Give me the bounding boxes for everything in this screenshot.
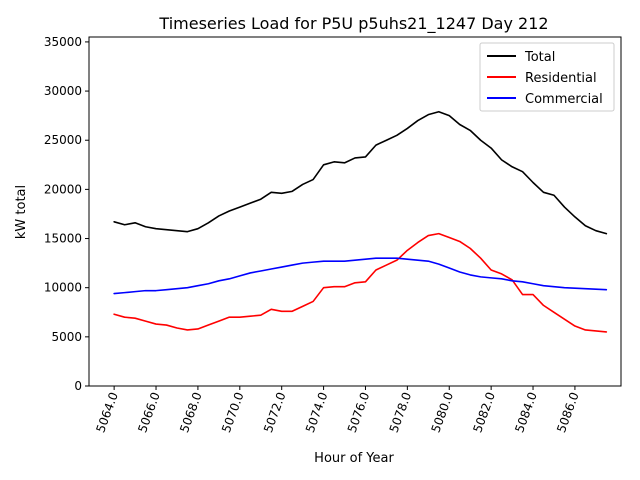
x-axis-label: Hour of Year <box>314 451 394 466</box>
y-tick-label: 30000 <box>44 84 82 98</box>
legend-label-residential: Residential <box>525 71 597 86</box>
chart-title: Timeseries Load for P5U p5uhs21_1247 Day… <box>158 14 548 34</box>
legend: Total Residential Commercial <box>479 42 615 112</box>
series-line-commercial <box>113 257 608 295</box>
y-tick-label: 10000 <box>44 281 82 295</box>
y-tick-label: 5000 <box>51 330 82 344</box>
legend-box <box>479 42 615 112</box>
y-tick-label: 35000 <box>44 35 82 49</box>
series-layer <box>113 110 608 333</box>
legend-label-commercial: Commercial <box>525 92 603 107</box>
y-tick-label: 25000 <box>44 133 82 147</box>
y-tick-label: 15000 <box>44 232 82 246</box>
y-axis-label: kW total <box>14 185 29 239</box>
y-tick-label: 0 <box>74 379 82 393</box>
series-line-total <box>113 110 608 235</box>
legend-label-total: Total <box>524 50 555 65</box>
y-tick-label: 20000 <box>44 182 82 196</box>
axes-frame <box>88 36 622 387</box>
series-line-residential <box>113 232 608 333</box>
